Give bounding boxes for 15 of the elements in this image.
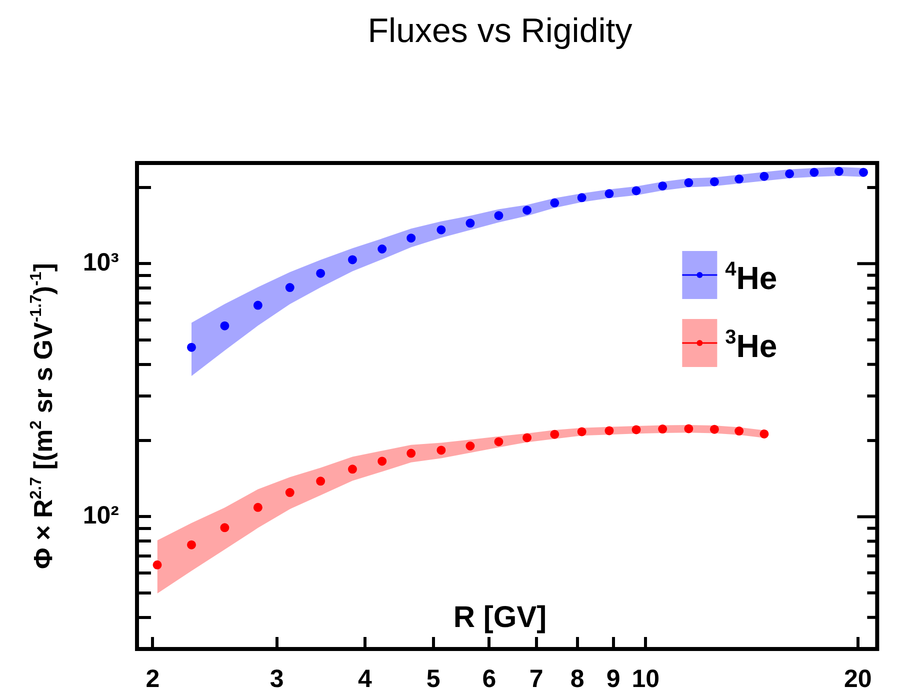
x-axis-title: R [GV] [453, 601, 547, 634]
x-tick-label: 7 [529, 664, 544, 693]
x-tick-label: 4 [358, 664, 372, 693]
x-tick-label: 10 [632, 664, 660, 693]
x-tick-label: 9 [606, 664, 620, 693]
x-tick-label: 20 [844, 664, 872, 693]
text: Φ × R2.7 [(m2 sr s GV-1.7)-1] [28, 263, 58, 569]
x-tick-label: 2 [146, 664, 160, 693]
x-tick-label: 3 [270, 664, 284, 693]
x-tick-label: 6 [482, 664, 496, 693]
x-tick-label: 8 [570, 664, 584, 693]
x-tick-label: 5 [426, 664, 440, 693]
y-tick-label: 10³ [82, 248, 119, 277]
y-tick-label: 10² [82, 502, 119, 530]
chart-title: Fluxes vs Rigidity [368, 12, 632, 50]
